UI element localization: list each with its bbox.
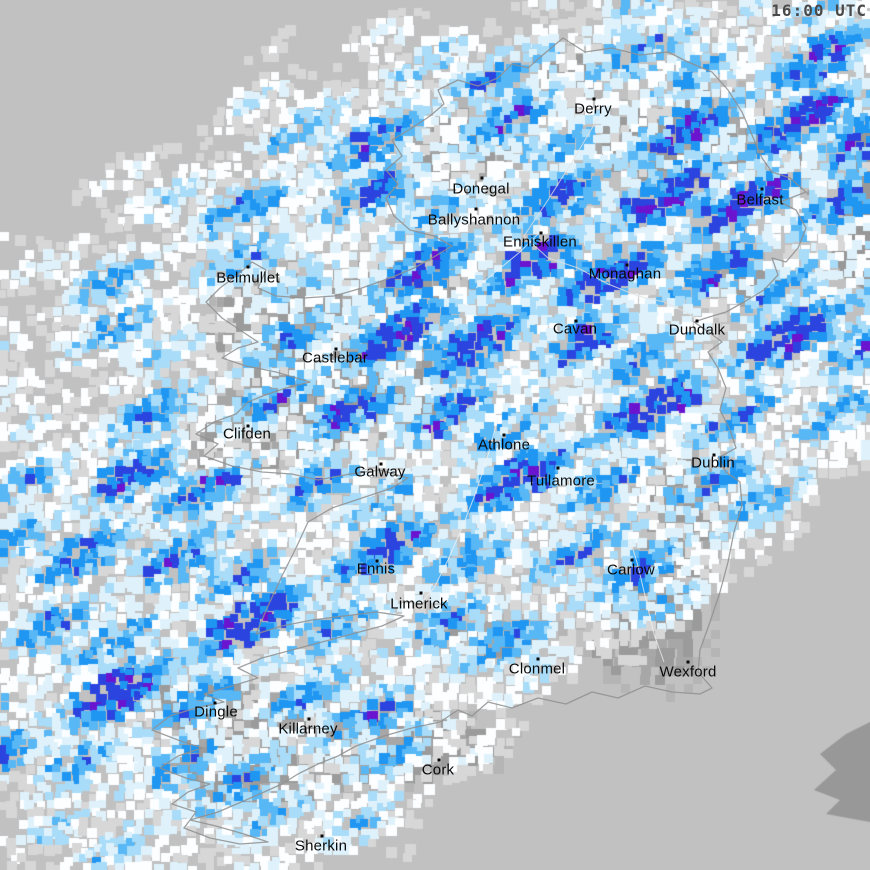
- timestamp-label: 16:00 UTC: [771, 1, 867, 20]
